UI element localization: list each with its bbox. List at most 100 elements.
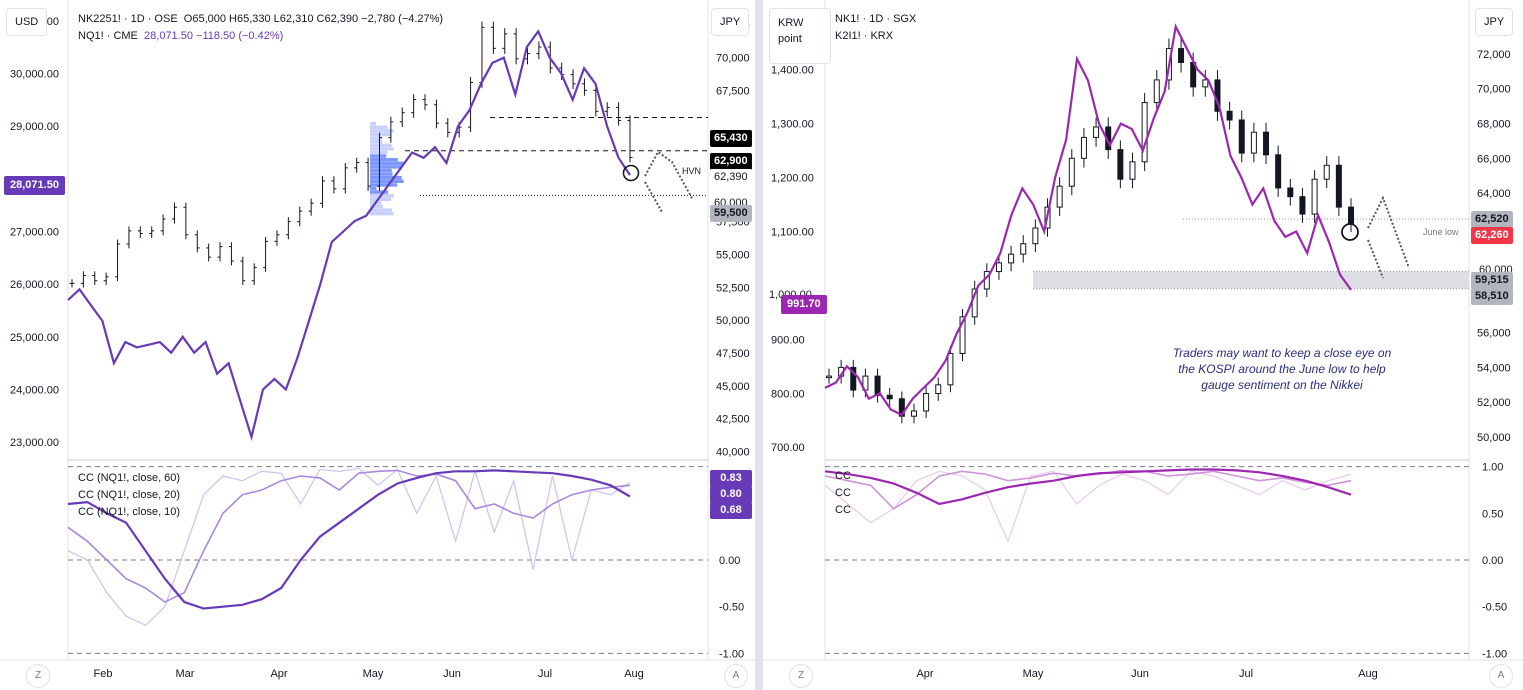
right-chart-svg[interactable]: 1,400.00 1,300.00 1,200.00 1,100.00 900.00 80…	[763, 0, 1523, 690]
volume-profile-bar	[370, 150, 388, 155]
left-y-tick: 1,100.00	[771, 227, 814, 239]
nk1-legend[interactable]: NK1! · 1D · SGX	[835, 13, 917, 25]
right-y-tick: 64,000	[1477, 188, 1511, 200]
volume-profile-bar	[370, 183, 398, 187]
volume-profile-bar	[370, 136, 383, 140]
hvn-label: HVN	[682, 166, 702, 176]
osc-y-tick: -1.00	[1482, 648, 1507, 660]
right-y-tick: 45,000	[716, 381, 750, 393]
nq-symbol: NQ1! · CME	[78, 30, 138, 42]
osc-legend-b[interactable]: CC	[835, 487, 851, 499]
nk1-candle	[1335, 164, 1342, 208]
price-tag-62260: 62,260	[1471, 227, 1513, 244]
nk1-candle	[935, 384, 942, 395]
x-tick-aug: Aug	[1358, 668, 1378, 680]
volume-profile-bar	[370, 212, 394, 216]
nk1-candle	[1238, 119, 1245, 154]
volume-profile-bar	[370, 147, 394, 151]
osc-legend-20[interactable]: CC (NQ1!, close, 20)	[78, 489, 181, 501]
volume-profile-bar	[370, 143, 392, 147]
right-y-tick: 54,000	[1477, 362, 1511, 374]
osc-y-tick: -1.00	[719, 648, 744, 660]
right-zoom-button[interactable]: Z	[789, 664, 813, 688]
left-zoom-button[interactable]: Z	[26, 664, 50, 688]
volume-profile-bar	[370, 179, 404, 183]
right-y-tick: 42,500	[716, 414, 750, 426]
current-price-circle	[1341, 223, 1359, 241]
k2i1-legend[interactable]: K2I1! · KRX	[835, 30, 894, 42]
left-auto-scale-button[interactable]: A	[724, 664, 748, 688]
nq-legend[interactable]: NQ1! · CME 28,071.50 −118.50 (−0.42%)	[78, 29, 283, 43]
right-y-tick: 50,000	[1477, 432, 1511, 444]
x-tick-apr: Apr	[270, 668, 287, 680]
right-y-tick: 40,000	[716, 446, 750, 458]
osc-y-tick: 0.50	[1482, 508, 1503, 520]
volume-profile-bar	[370, 154, 387, 158]
volume-profile-bar	[370, 158, 398, 162]
volume-profile-bar	[370, 165, 402, 169]
volume-profile-bar	[370, 129, 394, 133]
volume-profile-bar	[370, 125, 388, 129]
volume-profile-bar	[370, 132, 392, 137]
x-tick-may: May	[363, 668, 384, 680]
commentary-note: Traders may want to keep a close eye on …	[1172, 346, 1392, 392]
nk-ohlc: O65,000 H65,330 L62,310 C62,390 −2,780 (…	[183, 13, 444, 25]
left-y-tick: 1,300.00	[771, 119, 814, 131]
nk1-candle	[1275, 154, 1282, 189]
right-chart-panel[interactable]: 1,400.00 1,300.00 1,200.00 1,100.00 900.00 80…	[763, 0, 1523, 690]
left-axis-unit-box[interactable]: KRW point	[769, 8, 831, 64]
volume-profile-bar	[370, 168, 392, 173]
right-auto-scale-button[interactable]: A	[1489, 664, 1513, 688]
left-chart-svg[interactable]: 31,000.0030,000.0029,000.0027,000.0026,0…	[0, 0, 755, 690]
nk1-candle	[1287, 187, 1294, 198]
nk1-candle	[1153, 79, 1160, 104]
nk1-candle	[1129, 161, 1136, 180]
right-y-tick: 50,000	[716, 315, 750, 327]
nk1-candle	[886, 394, 893, 400]
right-y-tick: 55,000	[716, 249, 750, 261]
volume-profile-bar	[370, 208, 392, 212]
nk-legend[interactable]: NK2251! · 1D · OSE O65,000 H65,330 L62,3…	[78, 12, 443, 26]
osc-line-1	[67, 469, 631, 603]
nk1-candle	[1202, 79, 1209, 88]
nk1-candle	[1032, 227, 1039, 245]
left-y-tick: 1,400.00	[771, 65, 814, 77]
osc-legend-a[interactable]: CC	[835, 470, 851, 482]
osc-y-tick: 1.00	[1482, 462, 1503, 474]
nk1-candle	[850, 366, 857, 391]
right-axis-unit[interactable]: JPY	[1475, 8, 1514, 36]
right-axis-unit[interactable]: JPY	[711, 8, 750, 36]
left-y-tick: 800.00	[771, 388, 805, 400]
nk1-candle	[1263, 131, 1270, 156]
osc-y-tick: 0.00	[1482, 555, 1503, 567]
x-tick-feb: Feb	[94, 668, 113, 680]
left-y-tick: 700.00	[771, 442, 805, 454]
left-y-tick: 900.00	[771, 334, 805, 346]
left-chart-panel[interactable]: 31,000.0030,000.0029,000.0027,000.0026,0…	[0, 0, 755, 690]
osc-line-0	[67, 469, 631, 610]
osc-legend-60[interactable]: CC (NQ1!, close, 60)	[78, 472, 181, 484]
volume-profile-bar	[370, 176, 402, 180]
x-tick-jul: Jul	[1239, 668, 1253, 680]
nk1-candle	[1117, 149, 1124, 180]
osc-legend-c[interactable]: CC	[835, 504, 851, 516]
nk1-candle	[1311, 178, 1318, 215]
right-y-tick: 68,000	[1477, 118, 1511, 130]
nk-symbol: NK2251! · 1D · OSE	[78, 13, 178, 25]
nk1-candle	[959, 316, 966, 354]
nk1-candle	[1178, 48, 1185, 63]
osc-legend-10[interactable]: CC (NQ1!, close, 10)	[78, 506, 181, 518]
left-axis-unit[interactable]: USD	[6, 8, 48, 36]
left-y-tick: 29,000.00	[10, 121, 59, 133]
x-tick-jun: Jun	[443, 668, 461, 680]
osc-line-2	[824, 470, 1352, 544]
right-y-tick: 72,000	[1477, 49, 1511, 61]
price-tag-59500: 59,500	[710, 205, 752, 222]
nk1-candle	[995, 262, 1002, 273]
left-y-tick: 30,000.00	[10, 68, 59, 80]
price-tag-65430: 65,430	[710, 130, 752, 147]
support-zone	[1033, 271, 1469, 289]
volume-profile-bar	[370, 172, 393, 176]
x-tick-apr: Apr	[916, 668, 933, 680]
kospi-last-price-tag: 991.70	[781, 295, 827, 314]
